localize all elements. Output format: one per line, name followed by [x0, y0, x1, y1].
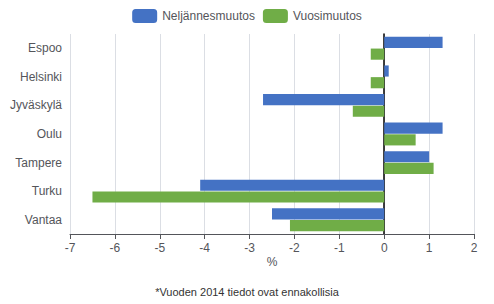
- svg-text:Helsinki: Helsinki: [20, 70, 62, 84]
- svg-text:-4: -4: [199, 241, 210, 255]
- svg-text:-7: -7: [65, 241, 76, 255]
- svg-text:-1: -1: [334, 241, 345, 255]
- svg-text:%: %: [267, 255, 278, 269]
- svg-text:-5: -5: [154, 241, 165, 255]
- svg-text:-6: -6: [110, 241, 121, 255]
- svg-text:2: 2: [471, 241, 478, 255]
- svg-text:Espoo: Espoo: [28, 41, 62, 55]
- svg-text:-3: -3: [244, 241, 255, 255]
- svg-text:0: 0: [381, 241, 388, 255]
- svg-text:Tampere: Tampere: [15, 156, 62, 170]
- svg-text:Vuosimuutos: Vuosimuutos: [293, 9, 362, 23]
- svg-text:1: 1: [426, 241, 433, 255]
- svg-text:Neljännesmuutos: Neljännesmuutos: [162, 9, 255, 23]
- svg-text:-2: -2: [289, 241, 300, 255]
- svg-text:Jyväskylä: Jyväskylä: [10, 98, 62, 112]
- svg-text:Oulu: Oulu: [37, 127, 62, 141]
- svg-text:*Vuoden 2014 tiedot ovat ennak: *Vuoden 2014 tiedot ovat ennakollisia: [155, 286, 340, 298]
- svg-text:Turku: Turku: [32, 184, 62, 198]
- svg-text:Vantaa: Vantaa: [25, 213, 62, 227]
